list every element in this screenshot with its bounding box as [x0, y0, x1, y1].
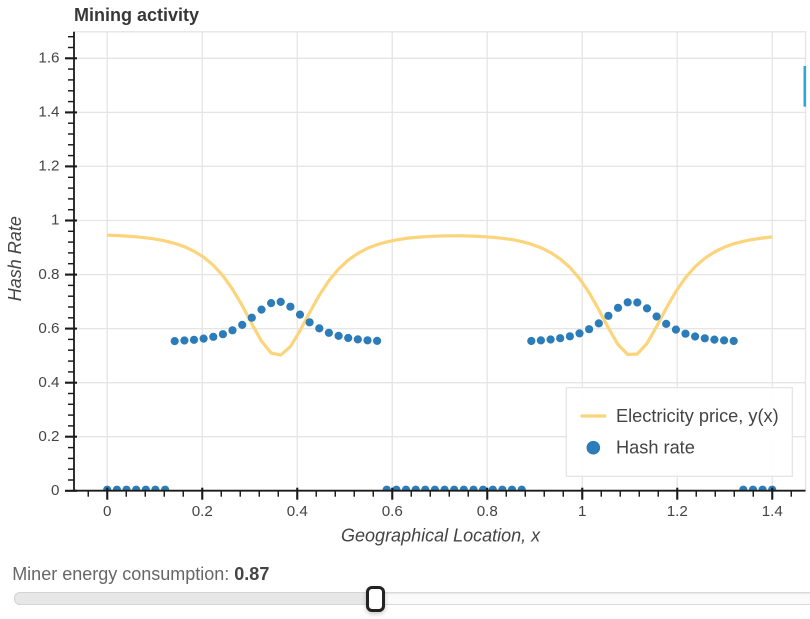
svg-text:Hash Rate: Hash Rate — [5, 216, 25, 301]
svg-text:1.4: 1.4 — [38, 104, 59, 121]
svg-text:Hash rate: Hash rate — [616, 438, 695, 458]
svg-text:0.6: 0.6 — [38, 320, 59, 337]
svg-text:0: 0 — [51, 482, 59, 499]
svg-text:0.2: 0.2 — [38, 428, 59, 445]
svg-text:1.4: 1.4 — [762, 503, 783, 520]
svg-text:1: 1 — [578, 503, 586, 520]
svg-text:1: 1 — [51, 212, 59, 229]
svg-text:0.8: 0.8 — [477, 503, 498, 520]
svg-text:Geographical Location, x: Geographical Location, x — [341, 526, 541, 546]
svg-text:1.6: 1.6 — [38, 50, 59, 67]
svg-text:0.4: 0.4 — [287, 503, 308, 520]
svg-text:0: 0 — [103, 503, 111, 520]
svg-text:1.2: 1.2 — [667, 503, 688, 520]
svg-text:0.4: 0.4 — [38, 374, 59, 391]
svg-text:1.2: 1.2 — [38, 158, 59, 175]
svg-text:Electricity price, y(x): Electricity price, y(x) — [616, 406, 779, 426]
svg-text:0.8: 0.8 — [38, 266, 59, 283]
svg-text:0.2: 0.2 — [192, 503, 213, 520]
svg-text:0.6: 0.6 — [382, 503, 403, 520]
